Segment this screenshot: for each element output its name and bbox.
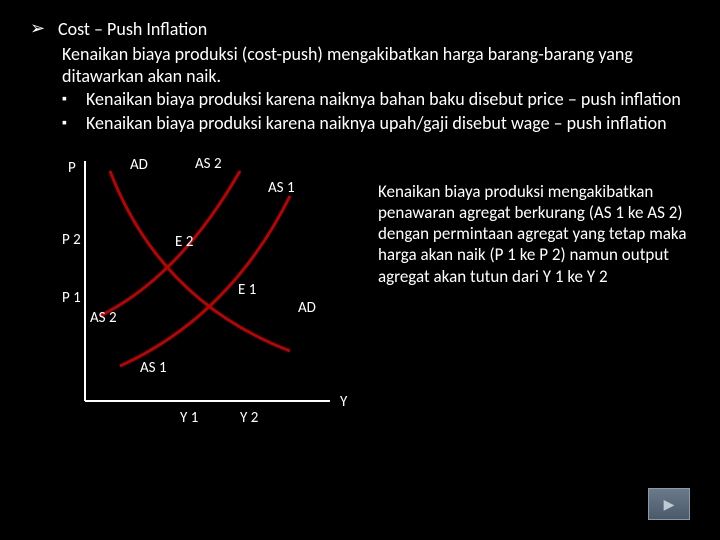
- square-bullet-icon: ▪: [62, 112, 76, 135]
- label-ad-top: AD: [130, 156, 148, 174]
- next-button[interactable]: ▶: [648, 488, 690, 520]
- square-bullet-icon: ▪: [62, 88, 76, 111]
- label-y2: Y 2: [240, 409, 258, 427]
- chart-area: P AD AS 2 AS 1 P 2 E 2 P 1 E 1 AS 2 AD A…: [30, 141, 370, 451]
- label-p: P: [68, 159, 76, 177]
- title-row: ➢ Cost – Push Inflation: [30, 18, 690, 41]
- label-p1: P 1: [62, 289, 81, 307]
- label-e2: E 2: [175, 233, 193, 251]
- label-p2: P 2: [62, 231, 81, 249]
- as2-curve: [100, 171, 240, 316]
- sub1-row: ▪ Kenaikan biaya produksi karena naiknya…: [30, 88, 690, 111]
- label-y: Y: [340, 393, 347, 411]
- title-text: Cost – Push Inflation: [58, 18, 690, 41]
- explanation-text: Kenaikan biaya produksi mengakibatkan pe…: [370, 141, 690, 451]
- label-as1-bot: AS 1: [140, 359, 167, 377]
- arrow-bullet-icon: ➢: [30, 18, 48, 41]
- label-as2-bot: AS 2: [90, 309, 117, 327]
- play-icon: ▶: [664, 496, 675, 513]
- sub2-row: ▪ Kenaikan biaya produksi karena naiknya…: [30, 112, 690, 135]
- chart-svg: [30, 141, 370, 441]
- label-as1-top: AS 1: [268, 179, 295, 197]
- label-ad-bot: AD: [298, 299, 316, 317]
- content-area: P AD AS 2 AS 1 P 2 E 2 P 1 E 1 AS 2 AD A…: [30, 141, 690, 451]
- description-text: Kenaikan biaya produksi (cost-push) meng…: [62, 43, 690, 88]
- ad-curve: [110, 171, 290, 351]
- label-e1: E 1: [238, 281, 256, 299]
- sub2-text: Kenaikan biaya produksi karena naiknya u…: [86, 112, 690, 135]
- label-as2-top: AS 2: [195, 155, 222, 173]
- label-y1: Y 1: [180, 409, 198, 427]
- sub1-text: Kenaikan biaya produksi karena naiknya b…: [86, 88, 690, 111]
